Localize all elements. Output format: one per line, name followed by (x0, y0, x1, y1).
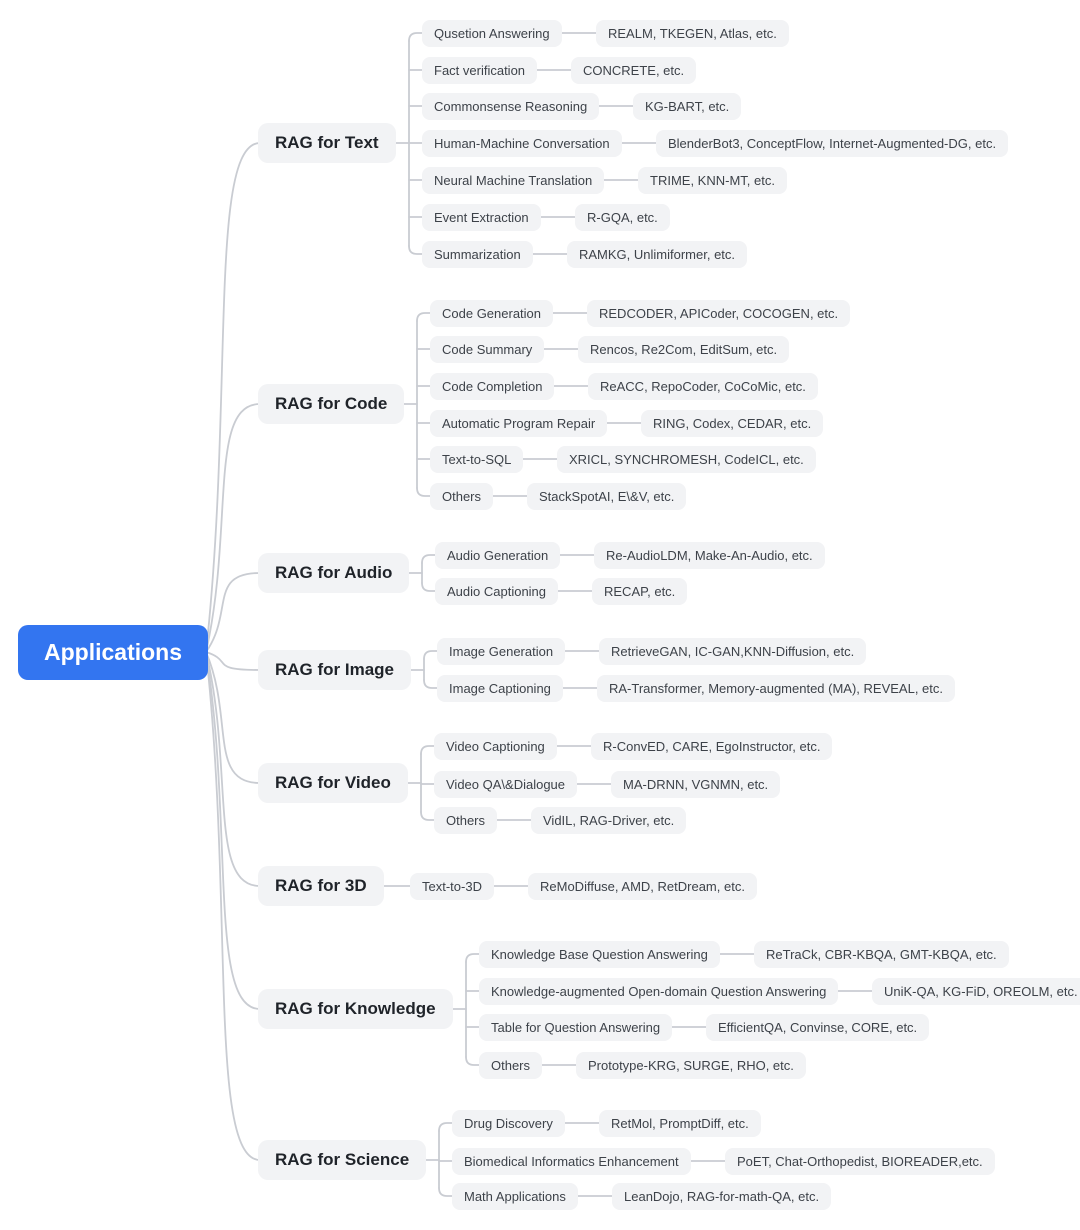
papers-human-machine-conversation: BlenderBot3, ConceptFlow, Internet-Augme… (656, 129, 1009, 157)
topic-qusetion-answering: Qusetion Answering (422, 19, 562, 47)
branch-rag-for-3d: RAG for 3D (258, 866, 384, 906)
topic-video-qa-dialogue: Video QA\&Dialogue (434, 770, 578, 798)
papers-commonsense-reasoning: KG-BART, etc. (633, 92, 742, 120)
papers-video-qa-dialogue: MA-DRNN, VGNMN, etc. (611, 770, 781, 798)
papers-text-to-3d: ReMoDiffuse, AMD, RetDream, etc. (528, 872, 757, 900)
branch-rag-for-code: RAG for Code (258, 384, 405, 424)
papers-automatic-program-repair: RING, Codex, CEDAR, etc. (641, 409, 824, 437)
papers-qusetion-answering: REALM, TKEGEN, Atlas, etc. (596, 19, 789, 47)
topic-others: Others (434, 806, 498, 834)
link-root-to-rag-for-text (205, 142, 261, 653)
topic-math-applications: Math Applications (452, 1182, 578, 1210)
link-root-to-rag-for-3d (205, 651, 261, 887)
branch-rag-for-video: RAG for Video (258, 763, 408, 803)
topic-human-machine-conversation: Human-Machine Conversation (422, 129, 622, 157)
link-root-to-rag-for-audio (205, 572, 261, 653)
papers-audio-generation: Re-AudioLDM, Make-An-Audio, etc. (594, 541, 825, 569)
topic-commonsense-reasoning: Commonsense Reasoning (422, 92, 600, 120)
link-root-to-rag-for-knowledge (205, 651, 261, 1010)
topic-knowledge-augmented-open-domain-question-answering: Knowledge-augmented Open-domain Question… (479, 977, 839, 1005)
branch-rag-for-text: RAG for Text (258, 123, 396, 163)
papers-code-summary: Rencos, Re2Com, EditSum, etc. (578, 335, 790, 363)
papers-knowledge-augmented-open-domain-question-answering: UniK-QA, KG-FiD, OREOLM, etc. (872, 977, 1080, 1005)
papers-text-to-sql: XRICL, SYNCHROMESH, CodeICL, etc. (557, 445, 816, 473)
papers-biomedical-informatics-enhancement: PoET, Chat-Orthopedist, BIOREADER,etc. (725, 1147, 995, 1175)
papers-others: StackSpotAI, E\&V, etc. (527, 482, 687, 510)
papers-neural-machine-translation: TRIME, KNN-MT, etc. (638, 166, 787, 194)
topic-drug-discovery: Drug Discovery (452, 1109, 565, 1137)
topic-others: Others (479, 1051, 543, 1079)
papers-video-captioning: R-ConvED, CARE, EgoInstructor, etc. (591, 732, 833, 760)
link-root-to-rag-for-code (205, 403, 261, 653)
topic-code-summary: Code Summary (430, 335, 545, 363)
branch-rag-for-image: RAG for Image (258, 650, 412, 690)
topic-image-generation: Image Generation (437, 637, 566, 665)
papers-summarization: RAMKG, Unlimiformer, etc. (567, 240, 748, 268)
papers-code-generation: REDCODER, APICoder, COCOGEN, etc. (587, 299, 851, 327)
papers-image-generation: RetrieveGAN, IC-GAN,KNN-Diffusion, etc. (599, 637, 867, 665)
root-node-applications: Applications (18, 624, 209, 680)
link-root-to-rag-for-science (205, 651, 261, 1161)
branch-rag-for-knowledge: RAG for Knowledge (258, 989, 453, 1029)
papers-code-completion: ReACC, RepoCoder, CoCoMic, etc. (588, 372, 818, 400)
topic-text-to-sql: Text-to-SQL (430, 445, 524, 473)
topic-neural-machine-translation: Neural Machine Translation (422, 166, 605, 194)
topic-code-completion: Code Completion (430, 372, 555, 400)
topic-fact-verification: Fact verification (422, 56, 538, 84)
papers-others: VidIL, RAG-Driver, etc. (531, 806, 687, 834)
topic-automatic-program-repair: Automatic Program Repair (430, 409, 608, 437)
papers-math-applications: LeanDojo, RAG-for-math-QA, etc. (612, 1182, 832, 1210)
topic-event-extraction: Event Extraction (422, 203, 541, 231)
papers-others: Prototype-KRG, SURGE, RHO, etc. (576, 1051, 806, 1079)
topic-code-generation: Code Generation (430, 299, 554, 327)
topic-summarization: Summarization (422, 240, 533, 268)
papers-event-extraction: R-GQA, etc. (575, 203, 670, 231)
branch-rag-for-science: RAG for Science (258, 1140, 427, 1180)
topic-others: Others (430, 482, 494, 510)
papers-drug-discovery: RetMol, PromptDiff, etc. (599, 1109, 761, 1137)
topic-text-to-3d: Text-to-3D (410, 872, 494, 900)
papers-fact-verification: CONCRETE, etc. (571, 56, 697, 84)
branch-rag-for-audio: RAG for Audio (258, 553, 410, 593)
topic-table-for-question-answering: Table for Question Answering (479, 1013, 673, 1041)
topic-image-captioning: Image Captioning (437, 674, 563, 702)
topic-biomedical-informatics-enhancement: Biomedical Informatics Enhancement (452, 1147, 691, 1175)
topic-audio-generation: Audio Generation (435, 541, 561, 569)
link-root-to-rag-for-video (205, 651, 261, 784)
topic-audio-captioning: Audio Captioning (435, 577, 559, 605)
papers-audio-captioning: RECAP, etc. (592, 577, 688, 605)
link-root-to-rag-for-image (205, 651, 261, 671)
topic-video-captioning: Video Captioning (434, 732, 557, 760)
papers-table-for-question-answering: EfficientQA, Convinse, CORE, etc. (706, 1013, 930, 1041)
papers-image-captioning: RA-Transformer, Memory-augmented (MA), R… (597, 674, 956, 702)
topic-knowledge-base-question-answering: Knowledge Base Question Answering (479, 940, 720, 968)
papers-knowledge-base-question-answering: ReTraCk, CBR-KBQA, GMT-KBQA, etc. (754, 940, 1009, 968)
